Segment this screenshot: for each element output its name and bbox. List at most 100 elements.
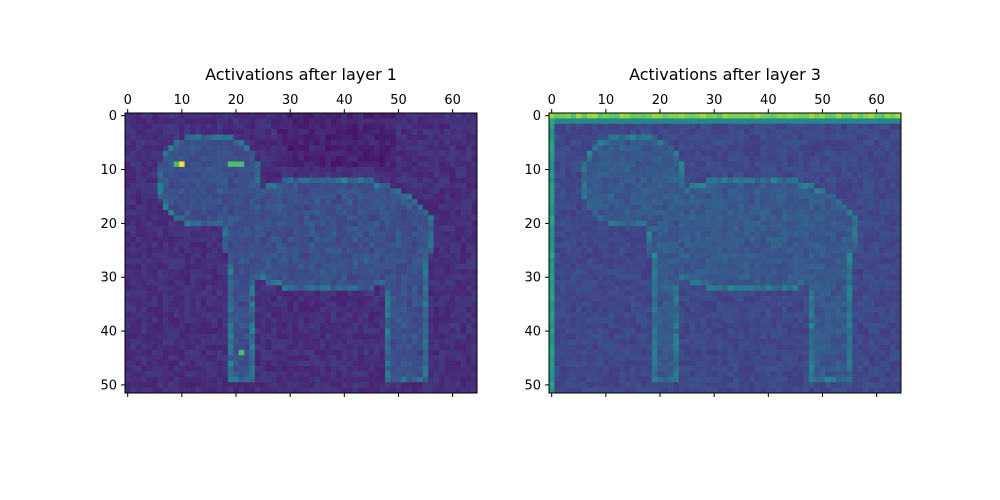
heatmap-cell xyxy=(368,166,375,173)
heatmap-cell xyxy=(678,231,685,238)
heatmap-cell xyxy=(271,382,277,388)
heatmap-cell xyxy=(309,139,315,146)
heatmap-cell xyxy=(379,172,386,178)
heatmap-cell xyxy=(265,150,272,157)
heatmap-cell xyxy=(347,150,353,157)
heatmap-cell xyxy=(754,145,761,152)
heatmap-cell xyxy=(471,172,478,178)
heatmap-cell xyxy=(825,236,831,243)
heatmap-cell xyxy=(619,123,626,130)
heatmap-cell xyxy=(819,177,826,184)
heatmap-cell xyxy=(554,188,561,195)
heatmap-cell xyxy=(449,188,456,195)
heatmap-cell xyxy=(852,199,859,205)
heatmap-cell xyxy=(619,199,626,205)
heatmap-cell xyxy=(146,312,153,318)
heatmap-cell xyxy=(379,123,386,130)
heatmap-cell xyxy=(130,333,137,340)
heatmap-cell xyxy=(471,188,478,195)
heatmap-cell xyxy=(428,387,435,394)
heatmap-cell xyxy=(189,161,196,168)
heatmap-cell xyxy=(765,161,772,168)
heatmap-cell xyxy=(211,226,218,232)
heatmap-cell xyxy=(357,371,364,378)
heatmap-cell xyxy=(292,269,299,275)
heatmap-cell xyxy=(830,172,837,178)
heatmap-cell xyxy=(336,285,342,292)
heatmap-cell xyxy=(125,118,131,125)
heatmap-cell xyxy=(384,371,391,378)
heatmap-cell xyxy=(695,226,701,232)
heatmap-cell xyxy=(368,263,375,270)
heatmap-cell xyxy=(771,166,777,173)
heatmap-cell xyxy=(646,156,653,162)
heatmap-cell xyxy=(439,134,445,141)
heatmap-cell xyxy=(417,296,424,302)
heatmap-cell xyxy=(879,231,886,238)
heatmap-cell xyxy=(227,349,234,356)
heatmap-cell xyxy=(460,258,467,265)
heatmap-cell xyxy=(771,156,777,162)
heatmap-cell xyxy=(298,145,305,152)
heatmap-cell xyxy=(586,118,593,125)
heatmap-cell xyxy=(184,285,191,292)
heatmap-cell xyxy=(455,129,462,135)
heatmap-cell xyxy=(678,209,685,216)
heatmap-cell xyxy=(444,156,451,162)
heatmap-cell xyxy=(444,301,451,308)
heatmap-cell xyxy=(265,296,272,302)
heatmap-cell xyxy=(857,150,864,157)
heatmap-cell xyxy=(125,339,131,345)
heatmap-cell xyxy=(227,188,234,195)
heatmap-cell xyxy=(162,220,169,227)
heatmap-cell xyxy=(624,188,631,195)
heatmap-cell xyxy=(146,177,153,184)
heatmap-cell xyxy=(466,387,472,394)
heatmap-cell xyxy=(292,215,299,222)
heatmap-cell xyxy=(135,156,142,162)
heatmap-cell xyxy=(325,290,332,297)
heatmap-cell xyxy=(276,129,283,135)
heatmap-cell xyxy=(125,226,131,232)
heatmap-cell xyxy=(254,215,261,222)
heatmap-cell xyxy=(217,290,223,297)
heatmap-cell xyxy=(803,199,810,205)
heatmap-cell xyxy=(808,231,815,238)
heatmap-cell xyxy=(787,129,794,135)
heatmap-cell xyxy=(227,371,234,378)
heatmap-cell xyxy=(716,161,723,168)
heatmap-cell xyxy=(125,150,131,157)
heatmap-cell xyxy=(152,242,158,248)
heatmap-cell xyxy=(200,344,207,351)
heatmap-cell xyxy=(374,150,380,157)
heatmap-cell xyxy=(347,253,353,259)
heatmap-cell xyxy=(830,166,837,173)
heatmap-cell xyxy=(330,183,337,189)
heatmap-cell xyxy=(433,376,440,383)
heatmap-cell xyxy=(814,118,821,125)
heatmap-cell xyxy=(244,236,250,243)
heatmap-cell xyxy=(217,199,223,205)
heatmap-cell xyxy=(217,139,223,146)
heatmap-cell xyxy=(608,209,615,216)
heatmap-cell xyxy=(249,166,256,173)
heatmap-cell xyxy=(863,134,869,141)
heatmap-cell xyxy=(341,382,348,388)
heatmap-cell xyxy=(303,312,310,318)
heatmap-cell xyxy=(401,349,407,356)
heatmap-cell xyxy=(460,209,467,216)
heatmap-cell xyxy=(825,183,831,189)
heatmap-cell xyxy=(449,183,456,189)
heatmap-cell xyxy=(146,344,153,351)
heatmap-cell xyxy=(873,183,880,189)
heatmap-cell xyxy=(368,317,375,324)
heatmap-cell xyxy=(146,371,153,378)
heatmap-cell xyxy=(271,258,277,265)
heatmap-cell xyxy=(303,199,310,205)
heatmap-cell xyxy=(271,328,277,335)
heatmap-cell xyxy=(716,134,723,141)
heatmap-cell xyxy=(433,134,440,141)
heatmap-cell xyxy=(184,220,191,227)
heatmap-cell xyxy=(336,220,342,227)
heatmap-cell xyxy=(554,166,561,173)
